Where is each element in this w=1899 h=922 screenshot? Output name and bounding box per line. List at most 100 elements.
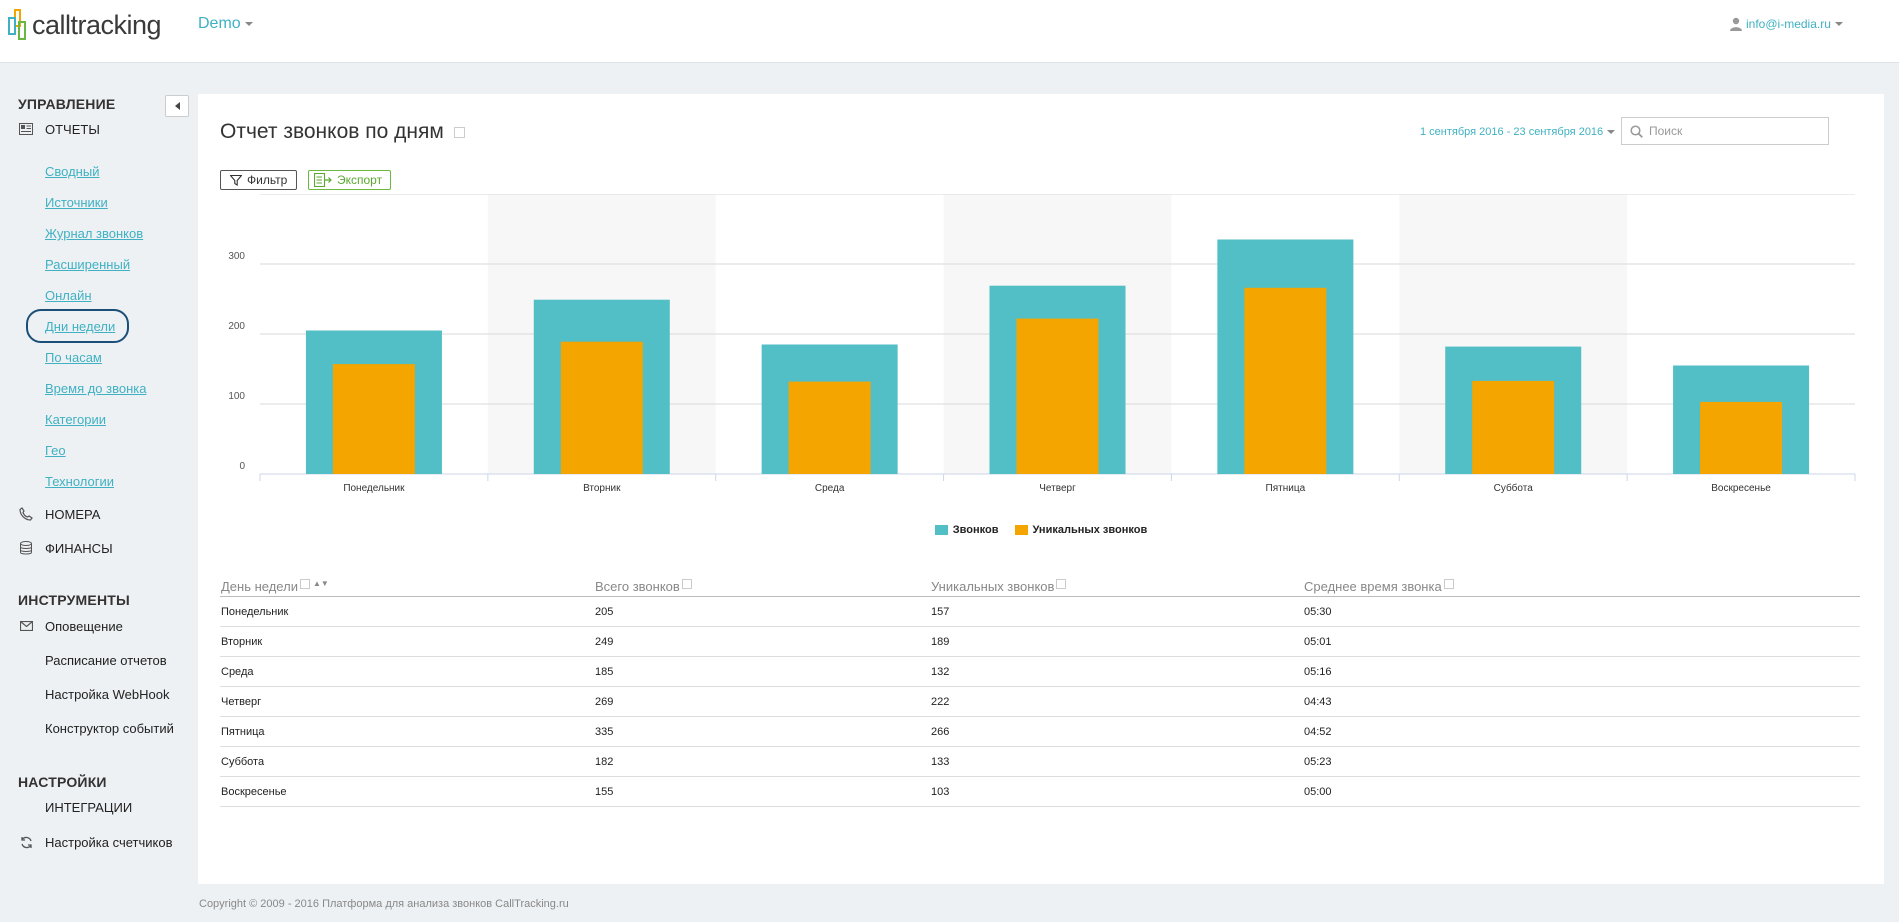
table-cell: 222 [931, 695, 950, 708]
table-row: Четверг 269 222 04:43 [220, 687, 1860, 717]
sidebar-link-technologies[interactable]: Технологии [45, 474, 115, 489]
y-tick-label: 0 [239, 461, 245, 472]
sidebar-link-integrations[interactable]: ИНТЕГРАЦИИ [45, 800, 133, 815]
sidebar-link-sources[interactable]: Источники [45, 195, 108, 210]
legend-item-unique-calls[interactable]: Уникальных звонков [1014, 524, 1148, 536]
x-tick-label: Среда [815, 483, 845, 494]
sidebar-link-summary[interactable]: Сводный [45, 164, 100, 179]
section-title-settings: НАСТРОЙКИ [18, 774, 107, 790]
table-cell: 132 [931, 665, 950, 678]
table-header-row: День недели ▲▼ Всего звонков Уникальных з… [220, 572, 1860, 597]
footer-copyright: Copyright © 2009 - 2016 Платформа для ан… [199, 898, 569, 910]
bar-unique-calls [1700, 401, 1783, 474]
sidebar-item-label: Настройка счетчиков [45, 834, 173, 850]
table-row: Воскресенье 155 103 05:00 [220, 777, 1860, 807]
sort-icon[interactable]: ▲▼ [312, 579, 329, 588]
bar-unique-calls [1016, 318, 1099, 474]
column-header-weekday[interactable]: День недели ▲▼ [220, 579, 595, 594]
chevron-down-icon [1834, 22, 1843, 26]
table-cell: 249 [595, 635, 614, 648]
page-title: Отчет звонков по дням [220, 120, 465, 144]
help-icon[interactable] [453, 126, 465, 138]
table-cell: 05:30 [1304, 605, 1332, 618]
bar-unique-calls [1244, 287, 1327, 474]
sidebar-link-call-log[interactable]: Журнал звонков [45, 226, 144, 241]
sidebar-link-time-to-call[interactable]: Время до звонка [45, 381, 147, 396]
column-header-unique[interactable]: Уникальных звонков [931, 579, 1304, 594]
help-icon[interactable] [1056, 579, 1067, 589]
sidebar-link-event-builder[interactable]: Конструктор событий [45, 721, 174, 736]
collapse-sidebar-button[interactable] [165, 95, 189, 117]
filter-label: Фильтр [247, 173, 288, 187]
legend-label: Звонков [952, 524, 999, 536]
logo[interactable]: calltracking [6, 9, 162, 41]
table-cell: 182 [595, 755, 614, 768]
help-icon[interactable] [681, 579, 692, 589]
sidebar-item-numbers[interactable]: НОМЕРА [18, 506, 100, 522]
user-icon [1730, 17, 1742, 31]
search-icon [1630, 124, 1643, 138]
sidebar-link-extended[interactable]: Расширенный [45, 257, 131, 272]
y-tick-label: 100 [228, 391, 245, 402]
table-cell: Воскресенье [221, 785, 287, 798]
sidebar-item-counters[interactable]: Настройка счетчиков [18, 834, 173, 850]
table-cell: 133 [931, 755, 950, 768]
sidebar-item-reports[interactable]: ОТЧЕТЫ [18, 121, 100, 137]
table-cell: 05:01 [1304, 635, 1332, 648]
sidebar-link-online[interactable]: Онлайн [45, 288, 92, 303]
sidebar-link-webhook[interactable]: Настройка WebHook [45, 687, 170, 702]
column-header-label: Всего звонков [595, 579, 680, 594]
search-input[interactable] [1647, 123, 1821, 139]
column-header-label: Уникальных звонков [931, 579, 1055, 594]
sidebar-link-geo[interactable]: Гео [45, 443, 66, 458]
sidebar-item-label: Оповещение [45, 618, 123, 634]
phone-icon [18, 506, 34, 522]
export-button[interactable]: Экспорт [308, 170, 392, 190]
logo-icon [8, 9, 26, 40]
user-email: info@i-media.ru [1746, 17, 1831, 31]
legend-item-calls[interactable]: Звонков [934, 524, 999, 536]
legend-swatch [934, 525, 948, 535]
table-cell: 05:00 [1304, 785, 1332, 798]
envelope-icon [18, 618, 34, 634]
help-icon[interactable] [299, 579, 310, 589]
sidebar-item-finance[interactable]: ФИНАНСЫ [18, 540, 113, 556]
table-body: Понедельник 205 157 05:30 Вторник 249 189 05:01… [220, 597, 1860, 807]
table-cell: Пятница [221, 725, 265, 738]
sidebar-item-label: ОТЧЕТЫ [45, 121, 100, 137]
report-icon [18, 121, 34, 137]
table-cell: 157 [931, 605, 950, 618]
project-name: Demo [198, 15, 241, 32]
table-cell: 269 [595, 695, 614, 708]
date-range-picker[interactable]: 1 сентября 2016 - 23 сентября 2016 [1420, 126, 1616, 138]
bar-unique-calls [332, 364, 415, 474]
table-cell: 335 [595, 725, 614, 738]
sidebar-link-weekdays[interactable]: Дни недели [45, 319, 116, 334]
export-label: Экспорт [337, 173, 383, 187]
table-row: Суббота 182 133 05:23 [220, 747, 1860, 777]
project-selector[interactable]: Demo [198, 15, 253, 33]
sidebar-link-report-schedule[interactable]: Расписание отчетов [45, 653, 167, 668]
sidebar-link-hourly[interactable]: По часам [45, 350, 102, 365]
sidebar-item-notifications[interactable]: Оповещение [18, 618, 123, 634]
legend-label: Уникальных звонков [1032, 524, 1148, 536]
bar-unique-calls [560, 341, 643, 474]
table-cell: 103 [931, 785, 950, 798]
help-icon[interactable] [1443, 579, 1454, 589]
date-range-text: 1 сентября 2016 - 23 сентября 2016 [1420, 126, 1604, 138]
column-header-total[interactable]: Всего звонков [595, 579, 931, 594]
filter-button[interactable]: Фильтр [220, 170, 298, 190]
export-icon [314, 173, 332, 187]
table-cell: Среда [221, 665, 254, 678]
top-bar: calltracking Demo info@i-media.ru [0, 0, 1899, 63]
sidebar-link-categories[interactable]: Категории [45, 412, 106, 427]
column-header-avg-time[interactable]: Среднее время звонка [1304, 579, 1860, 594]
search-box [1621, 117, 1829, 145]
user-menu[interactable]: info@i-media.ru [1730, 17, 1843, 31]
x-tick-label: Воскресенье [1711, 483, 1771, 494]
table-row: Вторник 249 189 05:01 [220, 627, 1860, 657]
section-title-tools: ИНСТРУМЕНТЫ [18, 592, 130, 608]
x-tick-label: Четверг [1039, 483, 1076, 494]
section-title-management: УПРАВЛЕНИЕ [18, 96, 116, 112]
table-cell: 155 [595, 785, 614, 798]
